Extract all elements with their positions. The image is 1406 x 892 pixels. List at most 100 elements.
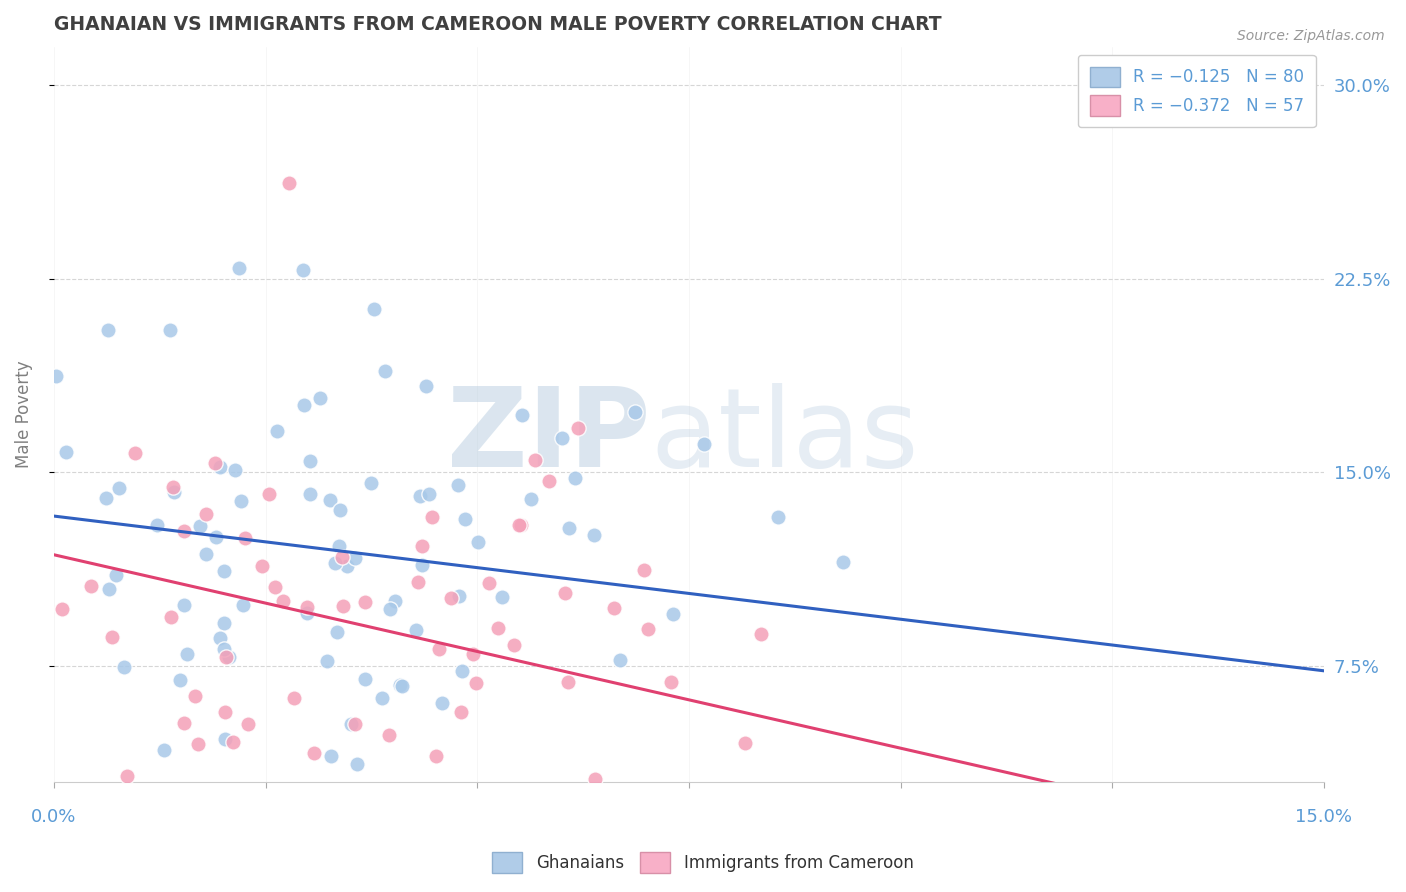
Point <box>299 486 322 500</box>
Point <box>609 653 631 667</box>
Point <box>195 548 218 562</box>
Point <box>467 535 489 549</box>
Point <box>354 595 377 609</box>
Legend: R = −0.125   N = 80, R = −0.372   N = 57: R = −0.125 N = 80, R = −0.372 N = 57 <box>1078 55 1316 128</box>
Point <box>567 421 589 435</box>
Point <box>405 623 427 637</box>
Point <box>328 539 350 553</box>
Point <box>371 691 394 706</box>
Point <box>360 476 382 491</box>
Point <box>554 586 576 600</box>
Point <box>235 532 257 546</box>
Point <box>378 728 401 742</box>
Point <box>184 689 207 703</box>
Point <box>44 369 66 384</box>
Point <box>582 527 605 541</box>
Text: ZIP: ZIP <box>447 383 651 490</box>
Point <box>633 562 655 576</box>
Point <box>188 518 211 533</box>
Point <box>509 518 531 533</box>
Point <box>173 524 195 538</box>
Point <box>343 717 366 731</box>
Point <box>97 322 120 336</box>
Point <box>409 489 432 503</box>
Point <box>346 756 368 771</box>
Point <box>295 607 318 621</box>
Point <box>271 594 294 608</box>
Text: 15.0%: 15.0% <box>1295 808 1353 826</box>
Point <box>159 609 181 624</box>
Point <box>363 302 385 317</box>
Point <box>212 642 235 657</box>
Point <box>558 521 581 535</box>
Point <box>510 409 533 423</box>
Point <box>384 594 406 608</box>
Point <box>420 509 443 524</box>
Point <box>415 379 437 393</box>
Point <box>623 404 645 418</box>
Point <box>159 323 181 337</box>
Point <box>524 453 547 467</box>
Point <box>146 517 169 532</box>
Text: GHANAIAN VS IMMIGRANTS FROM CAMEROON MALE POVERTY CORRELATION CHART: GHANAIAN VS IMMIGRANTS FROM CAMEROON MAL… <box>53 15 942 34</box>
Point <box>329 503 352 517</box>
Point <box>557 675 579 690</box>
Point <box>283 690 305 705</box>
Point <box>173 598 195 612</box>
Point <box>344 550 367 565</box>
Point <box>107 481 129 495</box>
Point <box>318 492 340 507</box>
Point <box>173 716 195 731</box>
Point <box>115 769 138 783</box>
Point <box>292 399 315 413</box>
Point <box>585 772 607 787</box>
Text: atlas: atlas <box>651 383 920 490</box>
Point <box>449 589 471 603</box>
Point <box>105 568 128 582</box>
Point <box>374 364 396 378</box>
Point <box>209 459 232 474</box>
Point <box>451 665 474 679</box>
Point <box>163 485 186 500</box>
Point <box>51 602 73 616</box>
Point <box>98 582 121 596</box>
Point <box>388 678 411 692</box>
Legend: Ghanaians, Immigrants from Cameroon: Ghanaians, Immigrants from Cameroon <box>485 846 921 880</box>
Point <box>693 436 716 450</box>
Point <box>101 631 124 645</box>
Point <box>637 622 659 636</box>
Point <box>114 659 136 673</box>
Point <box>252 558 274 573</box>
Point <box>232 599 254 613</box>
Text: Source: ZipAtlas.com: Source: ZipAtlas.com <box>1237 29 1385 43</box>
Point <box>124 446 146 460</box>
Point <box>564 471 586 485</box>
Point <box>353 672 375 686</box>
Point <box>224 463 246 477</box>
Point <box>454 511 477 525</box>
Point <box>236 716 259 731</box>
Point <box>209 631 232 645</box>
Point <box>406 574 429 589</box>
Point <box>749 627 772 641</box>
Point <box>486 621 509 635</box>
Point <box>187 737 209 751</box>
Point <box>162 480 184 494</box>
Point <box>461 647 484 661</box>
Point <box>478 576 501 591</box>
Point <box>316 654 339 668</box>
Point <box>380 602 402 616</box>
Point <box>295 599 318 614</box>
Point <box>302 746 325 760</box>
Point <box>427 642 450 657</box>
Point <box>257 487 280 501</box>
Point <box>447 478 470 492</box>
Point <box>411 558 433 573</box>
Point <box>768 510 790 524</box>
Point <box>214 732 236 747</box>
Point <box>661 674 683 689</box>
Point <box>231 493 253 508</box>
Point <box>391 679 413 693</box>
Point <box>214 705 236 719</box>
Point <box>214 616 236 631</box>
